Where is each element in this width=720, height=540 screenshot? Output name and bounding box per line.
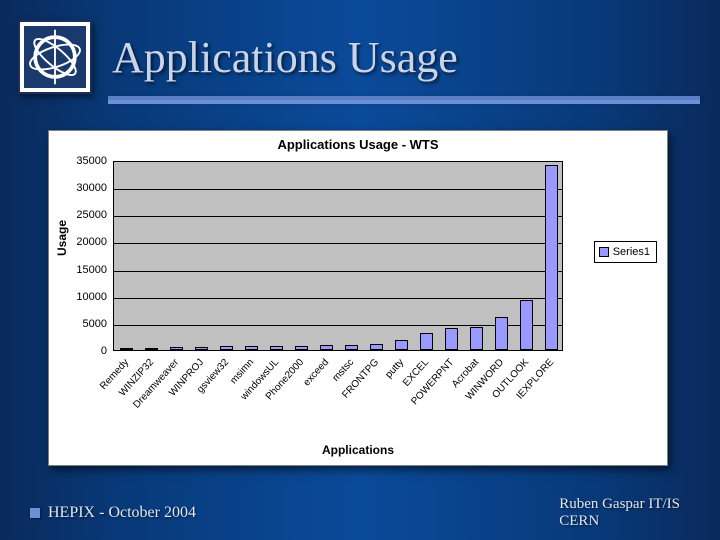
bar — [370, 344, 384, 350]
y-tick-label: 15000 — [59, 264, 107, 276]
bar — [345, 345, 359, 350]
y-tick-label: 30000 — [59, 182, 107, 194]
y-tick-label: 35000 — [59, 155, 107, 167]
bar — [270, 346, 284, 350]
bar — [420, 333, 434, 350]
footer-bullet — [30, 508, 40, 518]
y-tick-label: 5000 — [59, 318, 107, 330]
y-tick-label: 25000 — [59, 209, 107, 221]
bar — [395, 340, 409, 350]
footer-right: Ruben Gaspar IT/IS CERN — [559, 496, 680, 531]
chart-title: Applications Usage - WTS — [49, 137, 667, 152]
plot-area — [113, 161, 563, 351]
gridline — [114, 189, 562, 190]
bar — [470, 327, 484, 350]
bar — [145, 348, 159, 350]
chart-panel: Applications Usage - WTS Usage RemedyWIN… — [48, 130, 668, 466]
bar — [245, 346, 259, 350]
bar — [170, 347, 184, 350]
y-tick-label: 20000 — [59, 236, 107, 248]
bar — [320, 345, 334, 350]
slide-title: Applications Usage — [106, 32, 702, 83]
x-ticks: RemedyWINZIP32DreamweaverWINPROJgsview32… — [113, 353, 563, 449]
title-underline — [108, 96, 700, 100]
gridline — [114, 271, 562, 272]
footer-author: Ruben Gaspar IT/IS — [559, 496, 680, 512]
bar — [220, 346, 234, 350]
bar — [520, 300, 534, 350]
bar — [120, 348, 134, 350]
legend-swatch — [599, 247, 609, 257]
legend-label: Series1 — [613, 246, 650, 258]
y-tick-label: 0 — [59, 345, 107, 357]
footer-left: HEPIX - October 2004 — [48, 504, 196, 522]
bar — [445, 328, 459, 350]
cern-logo — [18, 20, 92, 94]
gridline — [114, 216, 562, 217]
x-axis-label: Applications — [49, 443, 667, 457]
bar — [495, 317, 509, 350]
footer-org: CERN — [559, 513, 599, 529]
y-tick-label: 10000 — [59, 291, 107, 303]
gridline — [114, 298, 562, 299]
legend: Series1 — [594, 241, 657, 263]
bar — [545, 165, 559, 350]
title-bar: Applications Usage — [18, 18, 702, 96]
bar — [295, 346, 309, 350]
gridline — [114, 243, 562, 244]
bar — [195, 347, 209, 350]
